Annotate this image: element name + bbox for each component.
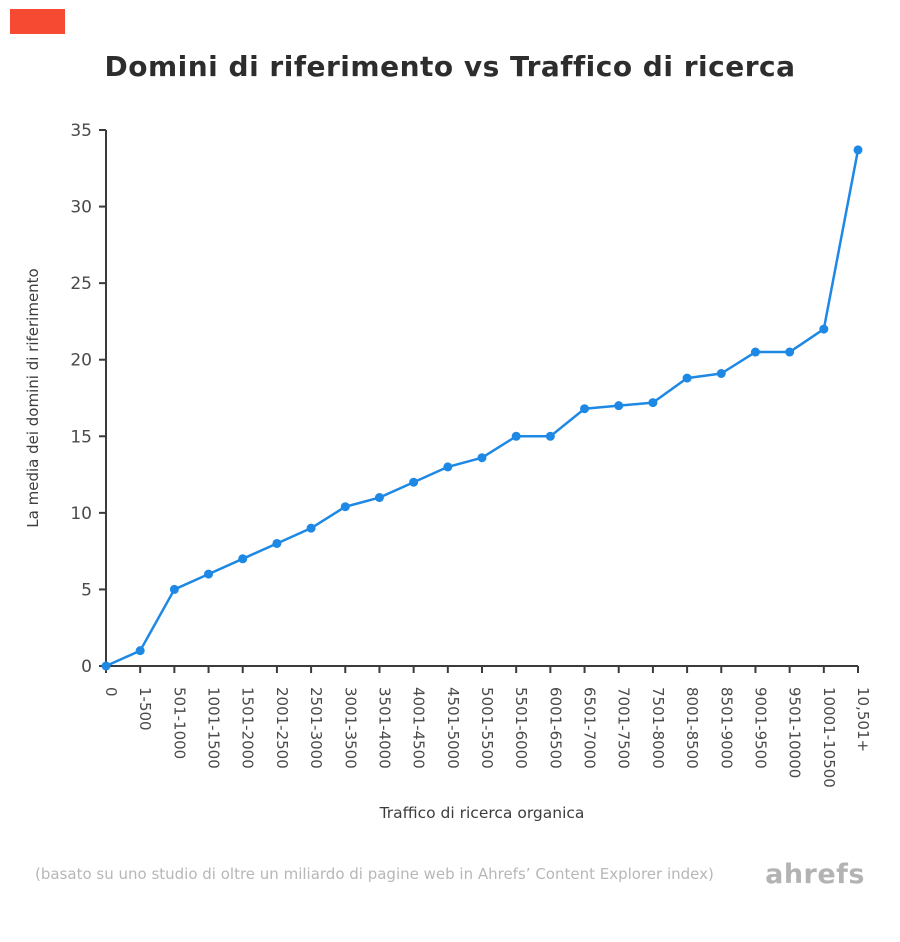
y-tick-label: 25: [70, 274, 92, 294]
x-tick-label: 6501-7000: [581, 687, 599, 769]
x-tick-label: 1501-2000: [239, 687, 257, 769]
data-point: [204, 569, 214, 579]
x-tick-label: 5001-5500: [478, 687, 496, 769]
x-tick-label: 7501-8000: [649, 687, 667, 769]
x-tick-label: 8001-8500: [683, 687, 701, 769]
y-tick-label: 20: [70, 351, 92, 371]
data-point: [238, 554, 248, 564]
data-point: [648, 398, 658, 408]
data-point: [101, 661, 111, 671]
x-axis-title: Traffico di ricerca organica: [379, 804, 585, 822]
x-tick-label: 5501-6000: [512, 687, 530, 769]
x-tick-label: 4001-4500: [410, 687, 428, 769]
x-tick-label: 0: [102, 687, 120, 697]
data-point: [374, 493, 384, 503]
data-point: [477, 453, 487, 463]
data-point: [785, 347, 795, 357]
footer-note: (basato su uno studio di oltre un miliar…: [35, 865, 714, 883]
y-tick-label: 30: [70, 198, 92, 218]
y-axis-title: La media dei domini di riferimento: [24, 268, 42, 527]
data-point: [272, 538, 282, 548]
data-point: [511, 431, 521, 441]
x-tick-label: 9001-9500: [751, 687, 769, 769]
ahrefs-logo: ahrefs: [765, 858, 865, 890]
data-point: [545, 431, 555, 441]
y-tick-label: 35: [70, 121, 92, 141]
data-point: [443, 462, 453, 472]
x-tick-label: 3501-4000: [375, 687, 393, 769]
data-point: [614, 401, 624, 411]
data-point: [750, 347, 760, 357]
x-tick-label: 9501-10000: [786, 687, 804, 778]
footer: (basato su uno studio di oltre un miliar…: [35, 854, 865, 894]
data-point: [819, 324, 829, 334]
data-point: [340, 502, 350, 512]
data-point: [306, 523, 316, 533]
y-tick-label: 0: [81, 657, 92, 677]
data-point: [580, 404, 590, 414]
x-tick-label: 10001-10500: [820, 687, 838, 788]
x-tick-label: 8501-9000: [717, 687, 735, 769]
line-chart: 0 5 10 15 20 25 30 35 0 1-500 501-1000 1001-1500 150…: [24, 121, 872, 822]
x-tick-label: 6001-6500: [546, 687, 564, 769]
x-tick-label: 10,501+: [854, 687, 872, 752]
x-tick-label: 4501-5000: [444, 687, 462, 769]
x-tick-label: 2501-3000: [307, 687, 325, 769]
data-point: [135, 646, 145, 656]
data-point: [716, 368, 726, 378]
x-tick-label: 501-1000: [170, 687, 188, 759]
x-tick-label: 1-500: [136, 687, 154, 731]
x-tick-label: 1001-1500: [205, 687, 223, 769]
data-point: [169, 584, 179, 594]
data-point: [682, 373, 692, 383]
y-tick-label: 5: [81, 580, 92, 600]
x-tick-label: 7001-7500: [615, 687, 633, 769]
data-line: [105, 149, 860, 668]
chart-title: Domini di riferimento vs Traffico di ric…: [104, 50, 796, 83]
data-point: [853, 145, 863, 155]
y-tick-label: 10: [70, 504, 92, 524]
x-tick-label: 2001-2500: [273, 687, 291, 769]
brand-mark: [10, 9, 65, 34]
data-point: [409, 477, 419, 487]
x-tick-label: 3001-3500: [341, 687, 359, 769]
y-tick-label: 15: [70, 427, 92, 447]
